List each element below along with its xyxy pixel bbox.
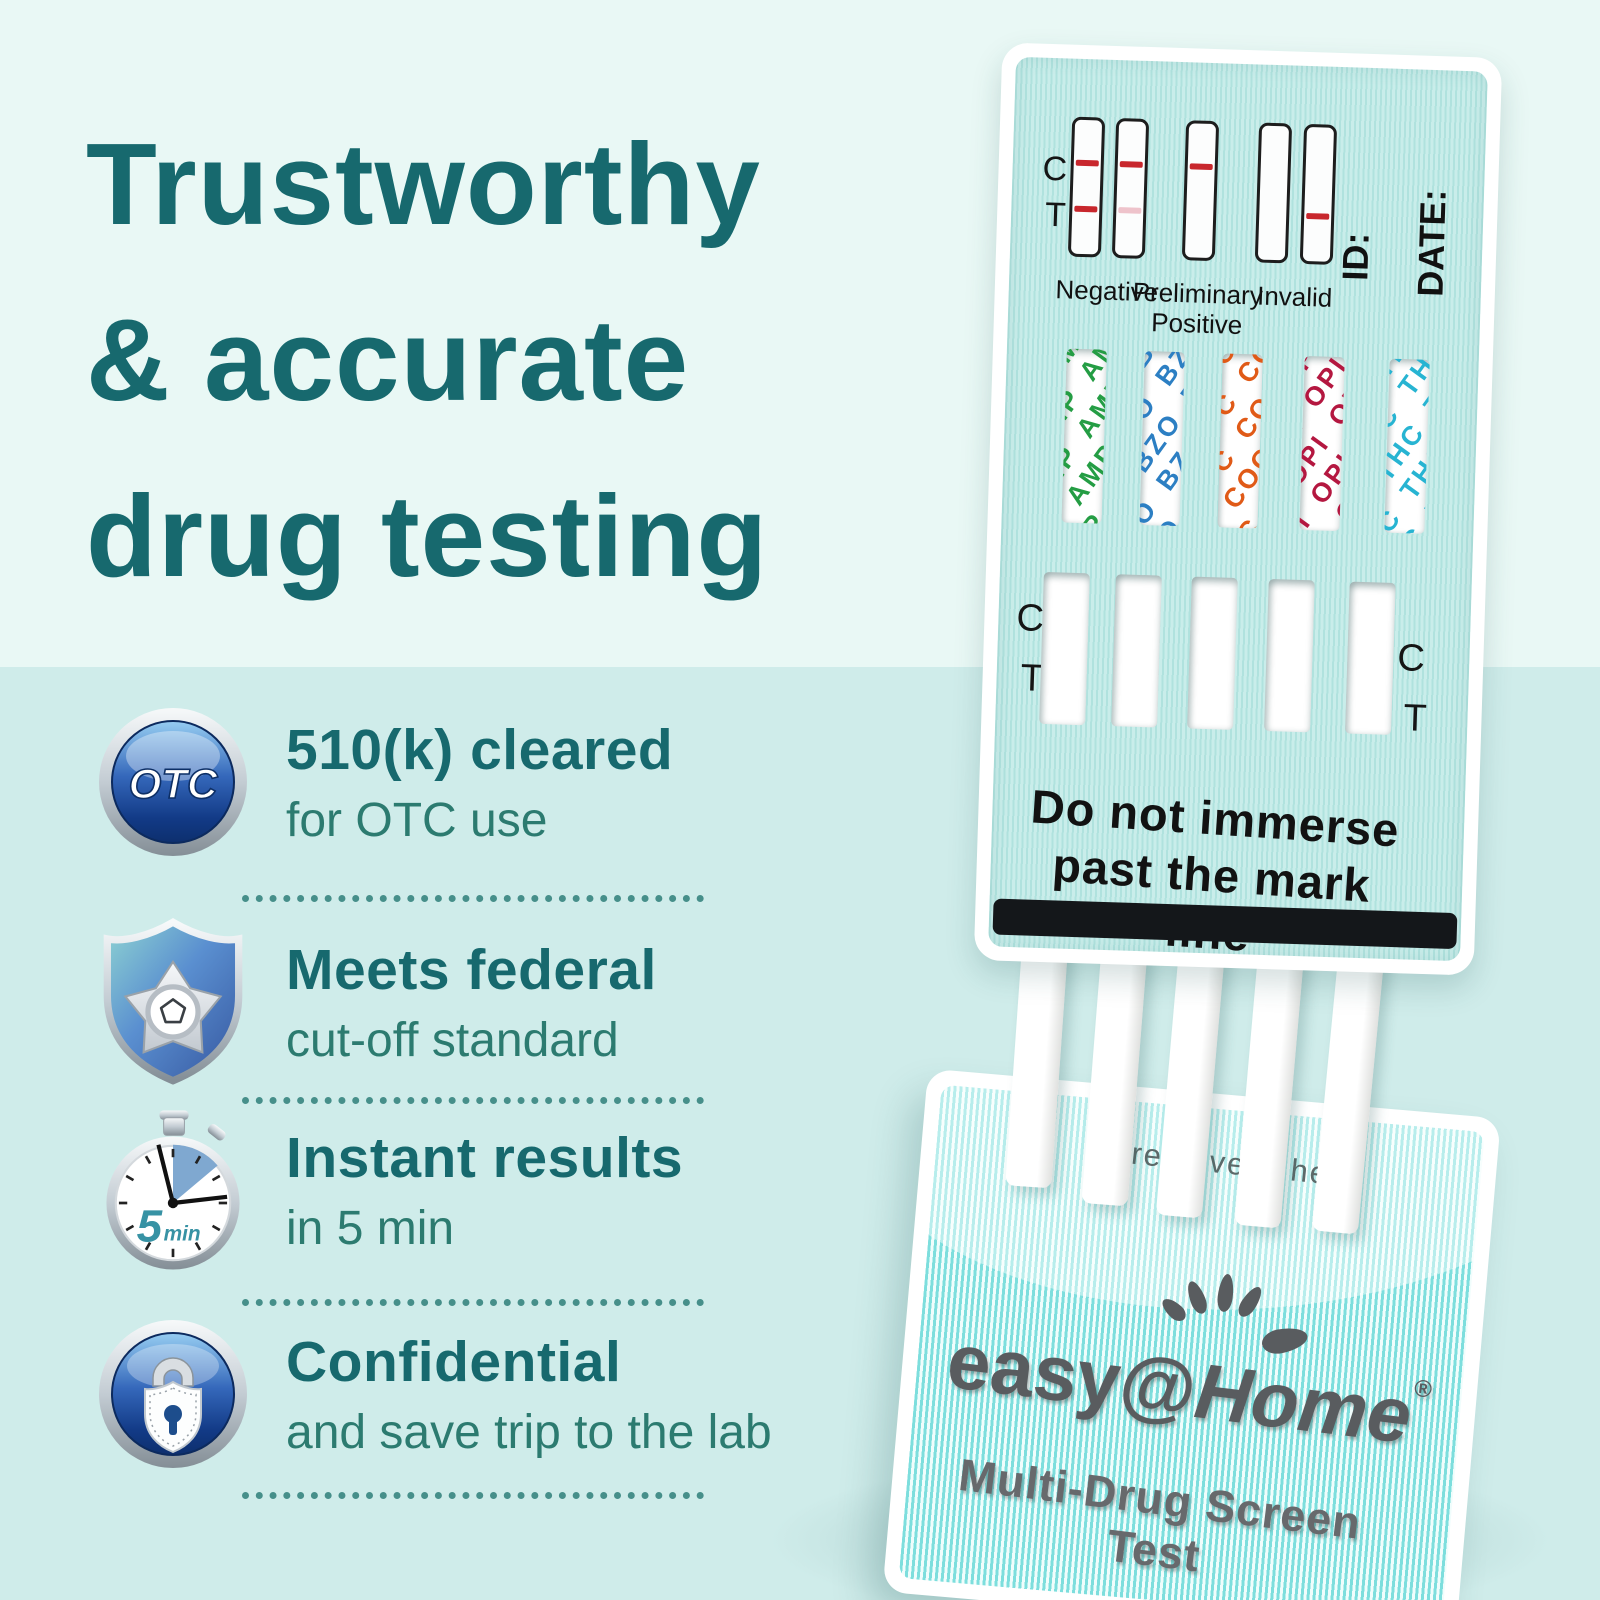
feature-text-federal: Meets federal cut-off standard <box>286 937 657 1068</box>
feature-confidential: Confidential and save trip to the lab <box>88 1318 772 1470</box>
stopwatch-icon: 5 min <box>88 1104 258 1276</box>
feature-text-510k: 510(k) cleared for OTC use <box>286 717 673 848</box>
brand-logo: easy@Home® <box>942 1273 1434 1460</box>
drug-window-amp: AMP AMP AMP AMP AMP AMP AMP AMP AMP AMP … <box>1061 348 1107 524</box>
flower-logo-icon <box>1158 1265 1322 1367</box>
control-line-label: C <box>1041 149 1068 189</box>
result-window <box>1039 571 1090 726</box>
result-window <box>1187 576 1238 730</box>
registered-mark: ® <box>1412 1374 1434 1404</box>
control-line-label: C <box>1396 637 1426 680</box>
otc-badge-icon-svg: OTC <box>99 708 247 856</box>
feature-text-confidential: Confidential and save trip to the lab <box>286 1329 772 1460</box>
feature-subtitle: and save trip to the lab <box>286 1405 772 1459</box>
dotted-separator <box>242 1097 704 1104</box>
test-line-label: T <box>1402 697 1428 741</box>
otc-badge-text: OTC <box>129 760 218 807</box>
feature-510k-cleared: OTC 510(k) cleared for OTC use <box>88 706 673 858</box>
feature-title: 510(k) cleared <box>286 717 674 782</box>
stopwatch-unit: min <box>164 1222 201 1245</box>
feature-title: Confidential <box>286 1329 622 1394</box>
feature-title: Instant results <box>286 1125 684 1190</box>
page-title-line-2: & accurate <box>86 295 690 425</box>
drug-window-opi: OPI OPI OPI OPI OPI OPI OPI OPI OPI OPI … <box>1299 356 1345 532</box>
dotted-separator <box>242 1299 704 1306</box>
drug-window-thc: THC THC THC THC THC THC THC THC THC THC … <box>1384 358 1430 534</box>
federal-shield-icon <box>88 916 258 1088</box>
cassette-label: C T Negative Preliminary Positive Invali… <box>988 56 1488 962</box>
feature-federal-standard: Meets federal cut-off standard <box>88 916 657 1088</box>
drug-test-cassette: C T Negative Preliminary Positive Invali… <box>973 42 1503 976</box>
example-strip <box>1181 120 1220 262</box>
federal-shield-icon-svg <box>103 918 243 1085</box>
result-window <box>1345 581 1396 735</box>
feature-subtitle: in 5 min <box>286 1201 455 1255</box>
result-window <box>1111 574 1162 728</box>
example-strip <box>1067 116 1106 258</box>
feature-instant-results: 5 min Instant results in 5 min <box>88 1104 683 1276</box>
example-strip <box>1111 117 1150 259</box>
dotted-separator <box>242 895 704 902</box>
brand-prefix: easy <box>942 1315 1126 1425</box>
example-strip <box>1254 122 1293 264</box>
test-line-label: T <box>1044 195 1067 235</box>
example-strip <box>1299 123 1338 265</box>
drug-window-coc: COC COC COC COC COC COC COC COC COC COC … <box>1217 353 1263 529</box>
dotted-separator <box>242 1492 704 1499</box>
page-title-line-3: drug testing <box>86 471 769 601</box>
feature-text-instant: Instant results in 5 min <box>286 1125 683 1256</box>
control-line-label: C <box>1015 597 1045 640</box>
drug-window-bzo: BZO BZO BZO BZO BZO BZO BZO BZO BZO BZO … <box>1139 350 1185 527</box>
stopwatch-number: 5 <box>137 1200 163 1251</box>
product-name: Multi-Drug Screen Test <box>956 1448 1364 1582</box>
lock-icon <box>88 1318 258 1470</box>
date-field-label: DATE: <box>1409 188 1454 298</box>
id-field-label: ID: <box>1334 231 1377 282</box>
lock-icon-svg <box>99 1320 247 1468</box>
result-label-invalid: Invalid <box>1256 280 1333 313</box>
feature-subtitle: cut-off standard <box>286 1013 619 1067</box>
stopwatch-icon-svg: 5 min <box>106 1110 240 1270</box>
page-title-line-1: Trustworthy <box>86 119 761 249</box>
page-title: Trustworthy & accurate drug testing <box>86 96 768 624</box>
feature-title: Meets federal <box>286 937 657 1002</box>
result-window <box>1264 579 1315 733</box>
feature-subtitle: for OTC use <box>286 793 548 847</box>
otc-badge-icon: OTC <box>88 706 258 858</box>
